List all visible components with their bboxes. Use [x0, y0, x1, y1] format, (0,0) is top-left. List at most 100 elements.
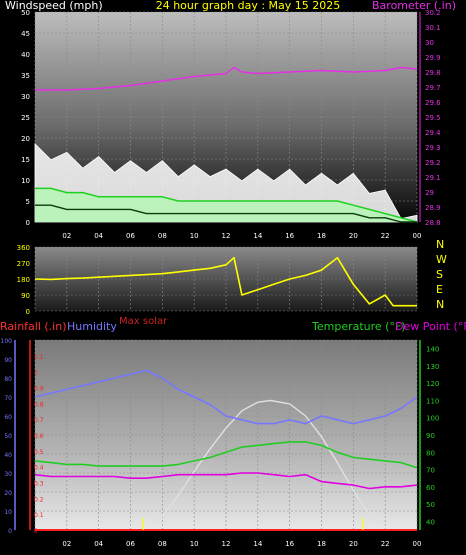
climate-x-tick-label: 16	[285, 540, 294, 548]
barometer-tick-label: 30	[425, 39, 434, 47]
direction-tick-label: 0	[26, 308, 30, 316]
humidity-tick-label: 100	[1, 338, 13, 345]
barometer-tick-label: 29.6	[425, 99, 441, 107]
barometer-tick-label: 29.5	[425, 114, 441, 122]
wind-tick-label: 10	[21, 177, 30, 185]
barometer-tick-label: 28.8	[425, 219, 441, 227]
wind-average-line	[35, 204, 417, 223]
direction-compass-label: S	[436, 268, 443, 281]
temperature-tick-label: 70	[426, 467, 435, 475]
wind-x-tick-label: 04	[94, 232, 103, 240]
temperature-tick-label: 40	[426, 518, 435, 526]
wind-x-tick-label: 20	[349, 232, 358, 240]
temperature-tick-label: 130	[426, 363, 439, 371]
climate-x-tick-label: 06	[126, 540, 135, 548]
humidity-tick-label: 30	[4, 471, 12, 478]
rainfall-tick-label: 0.6	[34, 433, 44, 440]
temperature-tick-label: 60	[426, 484, 435, 492]
wind-tick-label: 20	[21, 135, 30, 143]
rainfall-tick-label: 1	[34, 370, 38, 377]
climate-x-tick-label: 02	[62, 540, 71, 548]
rainfall-tick-label: 0.7	[34, 417, 44, 424]
rainfall-tick-label: 0.1	[34, 512, 44, 519]
humidity-tick-label: 40	[4, 452, 12, 459]
direction-compass-label: W	[436, 253, 447, 266]
rainfall-tick-label: 0.8	[34, 401, 44, 408]
rainfall-tick-label: 1.1	[34, 354, 44, 361]
rainfall-axis-label: Rainfall (.in)	[0, 320, 67, 333]
climate-x-tick-label: 04	[94, 540, 103, 548]
temperature-tick-label: 120	[426, 380, 439, 388]
wind-tick-label: 5	[26, 198, 30, 206]
wind-tick-label: 50	[21, 9, 30, 17]
barometer-tick-label: 29.3	[425, 144, 441, 152]
wind-x-tick-label: 10	[190, 232, 199, 240]
wind-x-tick-label: 22	[381, 232, 390, 240]
wind-x-tick-label: 02	[62, 232, 71, 240]
barometer-tick-label: 29.7	[425, 84, 441, 92]
direction-tick-label: 360	[17, 244, 30, 252]
wind-x-tick-label: 12	[222, 232, 231, 240]
rainfall-tick-label: 0	[34, 528, 38, 535]
temperature-axis-label: Temperature (°F)	[311, 320, 406, 333]
wind-x-tick-label: 06	[126, 232, 135, 240]
wind-tick-label: 30	[21, 93, 30, 101]
wind-speed-line	[35, 187, 418, 223]
rainfall-tick-label: 0.4	[34, 465, 44, 472]
humidity-tick-label: 90	[4, 357, 12, 364]
wind-x-tick-label: 14	[253, 232, 262, 240]
temperature-tick-label: 50	[426, 501, 435, 509]
direction-compass-label: N	[436, 298, 444, 311]
climate-x-tick-label: 08	[158, 540, 167, 548]
dewpoint-axis-label: Dew Point (°F)	[395, 320, 466, 333]
direction-tick-label: 180	[17, 276, 30, 284]
climate-x-tick-label: 10	[190, 540, 199, 548]
wind-tick-label: 15	[21, 156, 30, 164]
dewpoint-line	[34, 472, 418, 490]
climate-x-tick-label: 22	[381, 540, 390, 548]
humidity-tick-label: 10	[4, 509, 12, 516]
barometer-tick-label: 29.8	[425, 69, 441, 77]
humidity-tick-label: 50	[4, 433, 12, 440]
humidity-tick-label: 70	[4, 395, 12, 402]
rainfall-tick-label: 0.2	[34, 496, 44, 503]
temperature-tick-label: 140	[426, 346, 439, 354]
barometer-line	[35, 66, 418, 91]
max-solar-line	[150, 399, 381, 526]
barometer-tick-label: 28.9	[425, 204, 441, 212]
wind-tick-label: 25	[21, 114, 30, 122]
wind-x-tick-label: 16	[285, 232, 294, 240]
barometer-tick-label: 30.1	[425, 24, 441, 32]
direction-tick-label: 270	[17, 260, 30, 268]
climate-x-tick-label: 12	[222, 540, 231, 548]
barometer-tick-label: 29.1	[425, 174, 441, 182]
direction-line	[34, 256, 417, 307]
wind-tick-label: 45	[21, 30, 30, 38]
direction-compass-label: E	[436, 283, 443, 296]
humidity-axis-label: Humidity	[67, 320, 117, 333]
barometer-tick-label: 29.9	[425, 54, 441, 62]
humidity-tick-label: 20	[4, 490, 12, 497]
chart-title: 24 hour graph day : May 15 2025	[156, 0, 341, 12]
humidity-tick-label: 0	[8, 528, 12, 535]
wind-x-tick-label: 00	[413, 232, 422, 240]
humidity-tick-label: 60	[4, 414, 12, 421]
humidity-line	[34, 369, 418, 425]
direction-compass-label: N	[436, 238, 444, 251]
barometer-tick-label: 29.4	[425, 129, 441, 137]
barometer-axis-label: Barometer (.in)	[372, 0, 456, 12]
wind-tick-label: 40	[21, 51, 30, 59]
rainfall-tick-label: 0.3	[34, 481, 44, 488]
max-solar-label: Max solar	[119, 316, 168, 327]
wind-axis-label: Windspeed (mph)	[5, 0, 103, 12]
climate-x-tick-label: 20	[349, 540, 358, 548]
temperature-tick-label: 90	[426, 432, 435, 440]
wind-tick-label: 0	[26, 219, 30, 227]
temperature-tick-label: 100	[426, 415, 439, 423]
temperature-tick-label: 110	[426, 397, 439, 405]
climate-x-tick-label: 18	[317, 540, 326, 548]
wind-tick-label: 35	[21, 72, 30, 80]
humidity-tick-label: 80	[4, 376, 12, 383]
